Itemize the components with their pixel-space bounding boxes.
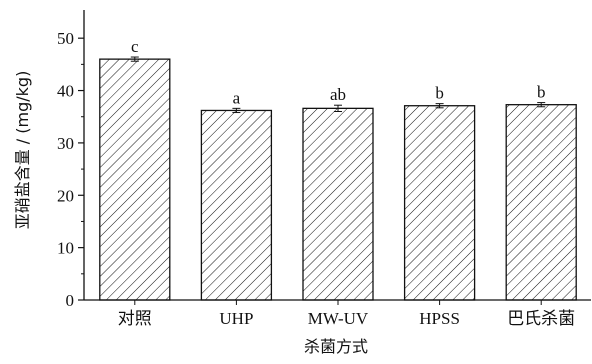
x-axis-label: 杀菌方式: [304, 337, 368, 356]
significance-label-1: a: [233, 88, 241, 107]
bars-layer: c a ab b b: [99, 37, 577, 301]
axes-layer: 对照 UHP MW-UV HPSS 巴氏杀菌 0 10 20 30 40 50: [57, 10, 591, 328]
significance-label-3: b: [435, 84, 444, 103]
y-tick-label-5: 50: [57, 29, 74, 48]
x-tick-label-4: 巴氏杀菌: [507, 309, 575, 328]
significance-label-0: c: [131, 37, 139, 56]
y-tick-label-1: 10: [57, 239, 74, 258]
bar-2: [302, 107, 374, 301]
bar-3: [403, 105, 476, 301]
y-axis-label: 亚硝盐含量 / (mg/kg): [13, 71, 32, 230]
x-tick-label-1: UHP: [219, 309, 253, 328]
significance-label-4: b: [537, 83, 546, 102]
x-tick-label-2: MW-UV: [308, 309, 369, 328]
x-tick-label-3: HPSS: [419, 309, 460, 328]
x-tick-label-0: 对照: [118, 309, 152, 328]
bar-0: [99, 58, 171, 301]
bar-1: [200, 109, 273, 301]
y-tick-label-4: 40: [57, 82, 74, 101]
significance-label-2: ab: [330, 85, 346, 104]
y-tick-label-0: 0: [66, 291, 75, 310]
y-tick-label-3: 30: [57, 134, 74, 153]
y-tick-label-2: 20: [57, 186, 74, 205]
bar-4: [505, 104, 577, 301]
